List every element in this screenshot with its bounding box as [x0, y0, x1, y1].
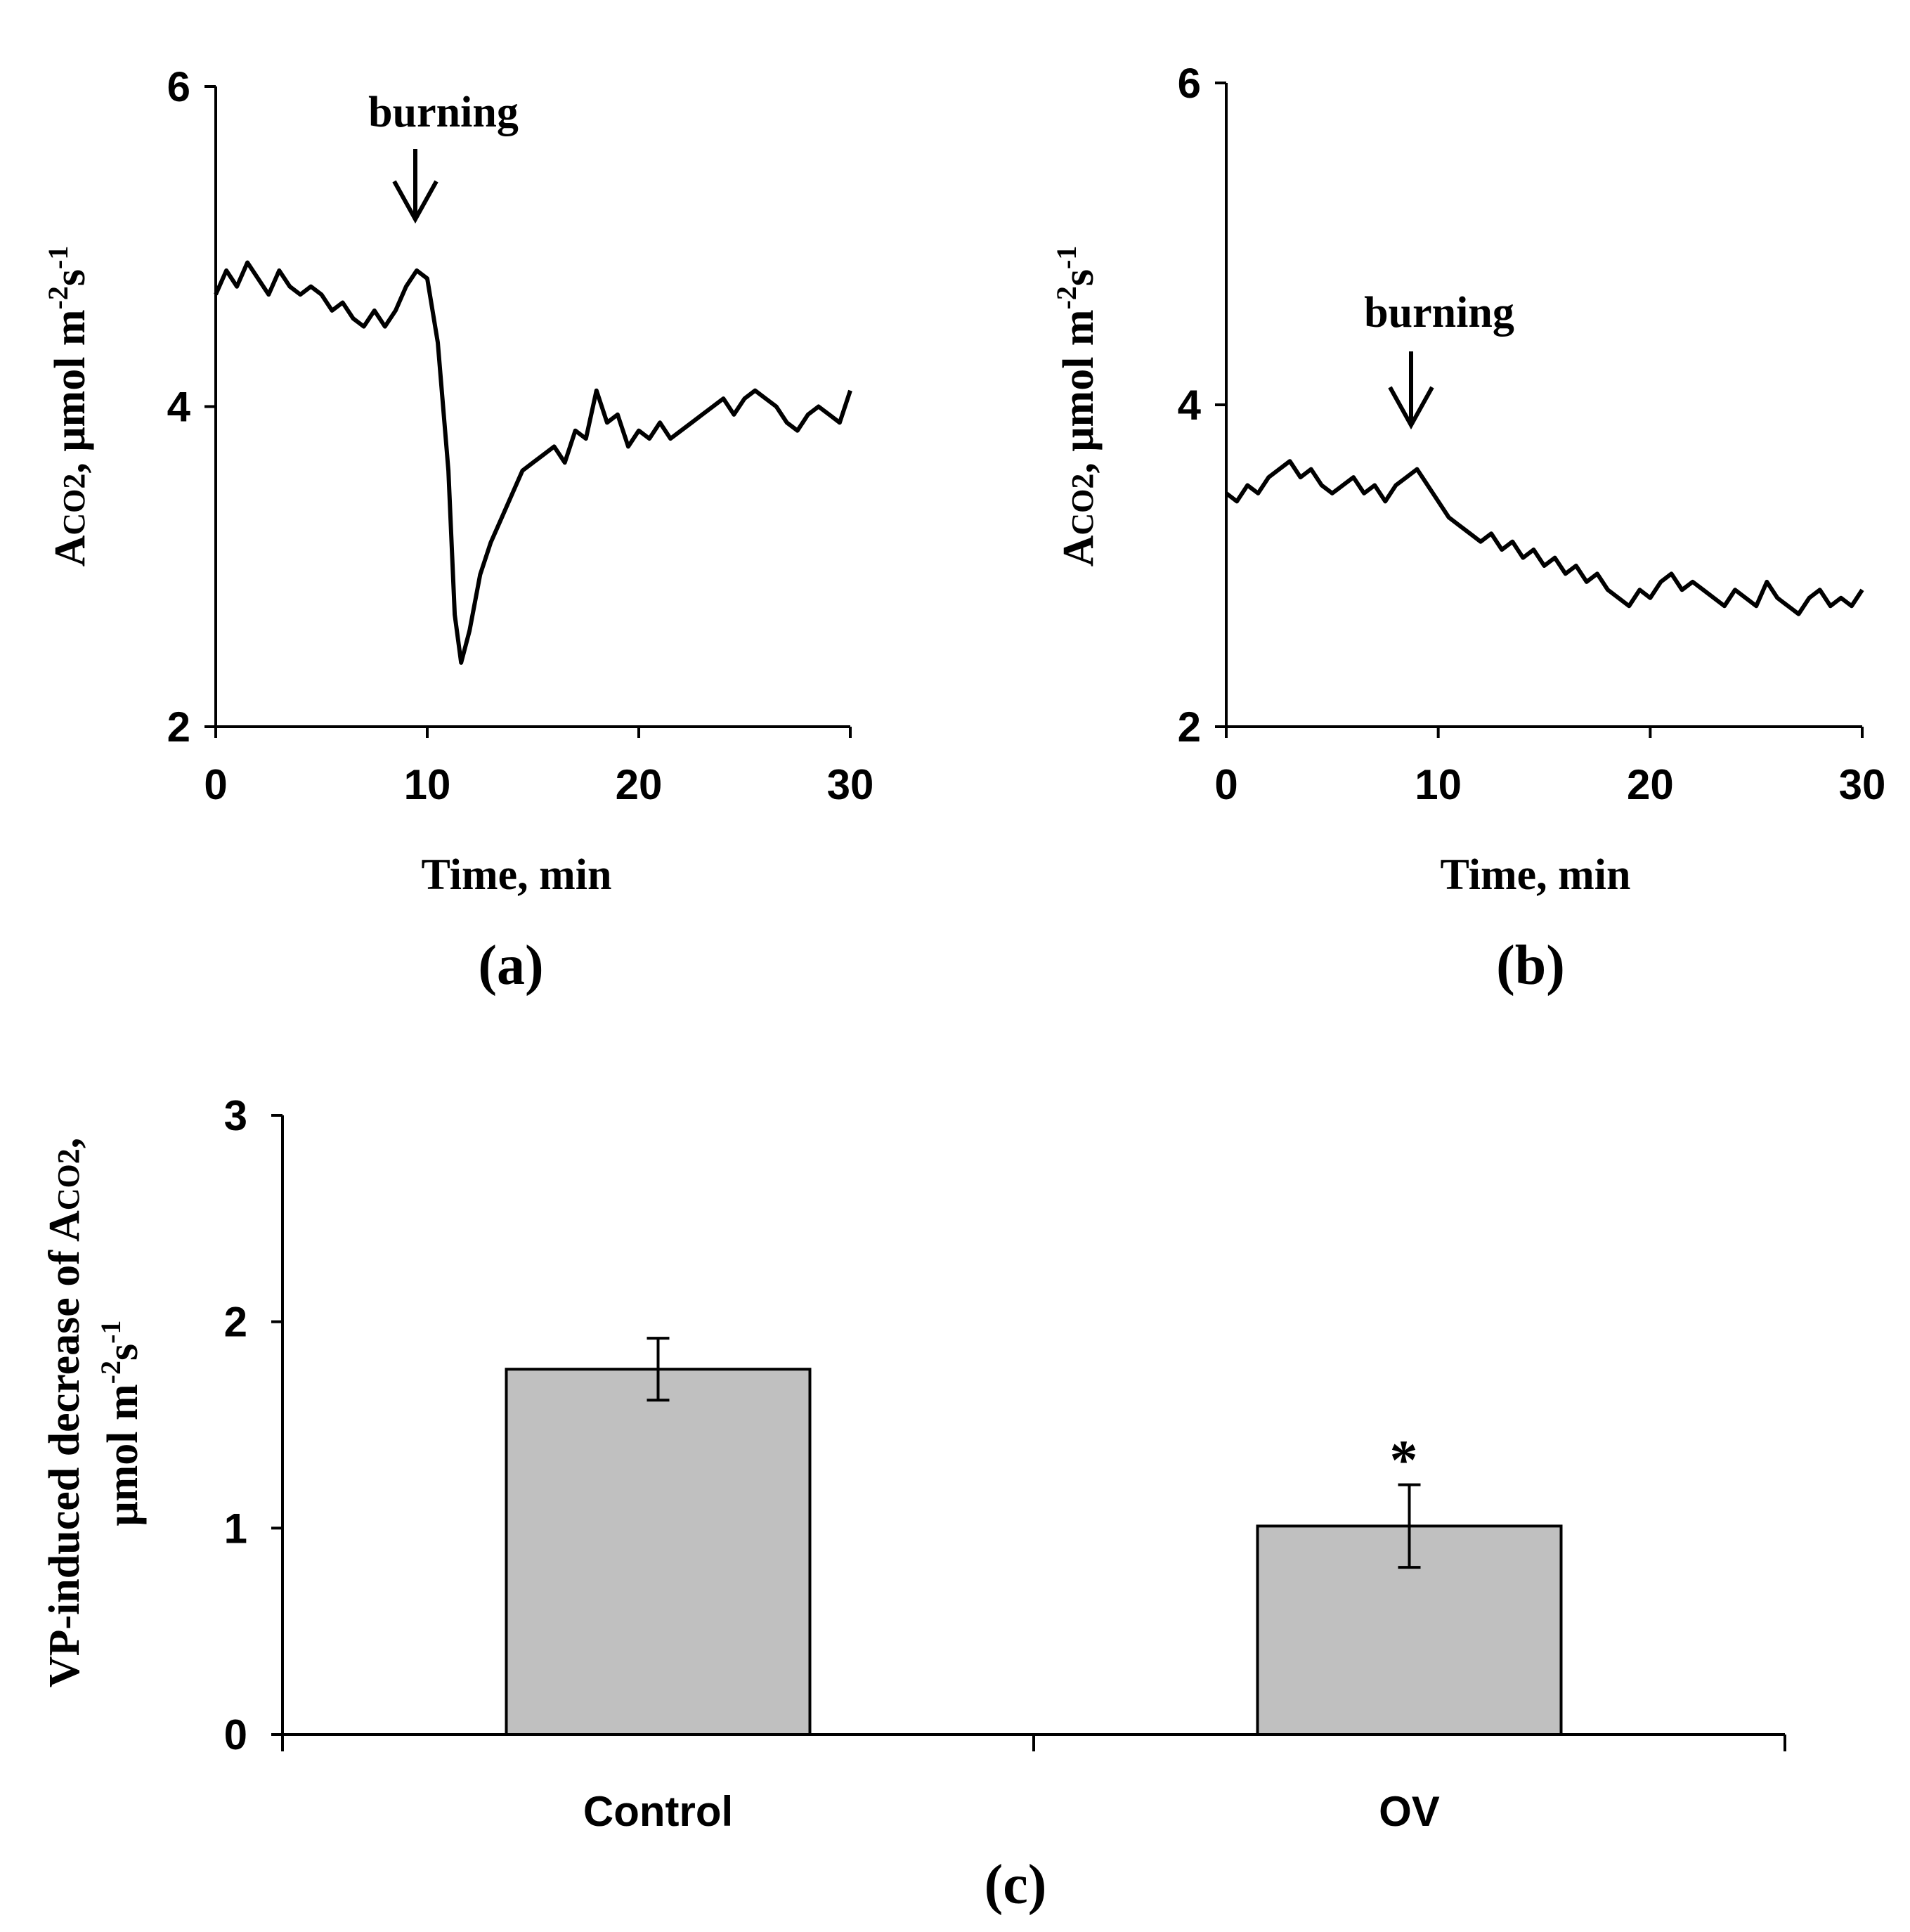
panel-a-y-tick-label: 4 — [167, 384, 191, 431]
panel-b-x-tick-label: 10 — [1415, 761, 1462, 808]
panel-b-y-tick-label: 6 — [1178, 60, 1201, 107]
panel-b-y-tick-label: 2 — [1178, 704, 1201, 751]
panel-c-y-tick-label: 3 — [224, 1092, 247, 1139]
panel-c-x-ticks — [281, 1735, 1786, 1751]
panel-a: 2 4 6 0 10 20 30 burning Time, min ACO2, μmol… — [42, 63, 873, 997]
panel-a-x-tick-label: 20 — [616, 761, 663, 808]
panel-a-arrow — [392, 149, 438, 224]
panel-b-x-ticks: 0 10 20 30 — [1214, 727, 1885, 808]
panel-a-x-tick-label: 10 — [404, 761, 451, 808]
panel-c-label: (c) — [985, 1854, 1047, 1916]
panel-c-y-ticks: 0 1 2 3 — [224, 1092, 282, 1758]
panel-a-x-ticks: 0 10 20 30 — [204, 727, 873, 808]
panel-c-bars: Control * OV — [505, 1337, 1563, 1835]
panel-b: 2 4 6 0 10 20 30 burning Time, min ACO2, μmol… — [1051, 60, 1885, 997]
panel-b-series-line — [1225, 459, 1864, 616]
panel-c-y-label-line1: VP-induced decrease of ACO2, — [41, 1138, 89, 1688]
panel-c-y-tick-label: 1 — [224, 1505, 247, 1552]
panel-b-y-ticks: 2 4 6 — [1178, 60, 1226, 751]
category-label-ov: OV — [1379, 1788, 1440, 1835]
panel-a-y-tick-label: 6 — [167, 63, 190, 110]
panel-c-y-tick-label: 2 — [224, 1299, 247, 1346]
panel-b-x-tick-label: 20 — [1627, 761, 1674, 808]
panel-a-x-tick-label: 30 — [827, 761, 874, 808]
panel-b-y-tick-label: 4 — [1178, 382, 1202, 429]
panel-b-x-tick-label: 0 — [1214, 761, 1237, 808]
panel-b-x-label: Time, min — [1441, 851, 1631, 899]
panel-b-y-label: ACO2, μmol m-2s-1 — [1051, 246, 1103, 567]
panel-b-arrow — [1388, 351, 1434, 430]
bar-control — [505, 1368, 812, 1736]
panel-a-x-tick-label: 0 — [204, 761, 227, 808]
panel-a-annotation: burning — [368, 89, 519, 136]
panel-c-y-label-line2: μmol m-2s-1 — [95, 1321, 147, 1526]
panel-a-series-line — [214, 260, 852, 665]
panel-a-label: (a) — [478, 935, 543, 997]
panel-b-label: (b) — [1496, 935, 1565, 997]
panel-a-x-label: Time, min — [422, 851, 612, 899]
panel-a-y-label: ACO2, μmol m-2s-1 — [42, 246, 94, 567]
panel-b-annotation: burning — [1364, 289, 1514, 337]
significance-marker: * — [1390, 1430, 1418, 1492]
category-label-control: Control — [583, 1788, 733, 1835]
panel-a-y-tick-label: 2 — [167, 704, 190, 751]
panel-a-y-ticks: 2 4 6 — [167, 63, 216, 751]
panel-c: 0 1 2 3 Control * OV VP-induced decrease of A… — [41, 1092, 1786, 1916]
panel-c-y-tick-label: 0 — [224, 1711, 247, 1758]
panel-b-x-tick-label: 30 — [1839, 761, 1886, 808]
